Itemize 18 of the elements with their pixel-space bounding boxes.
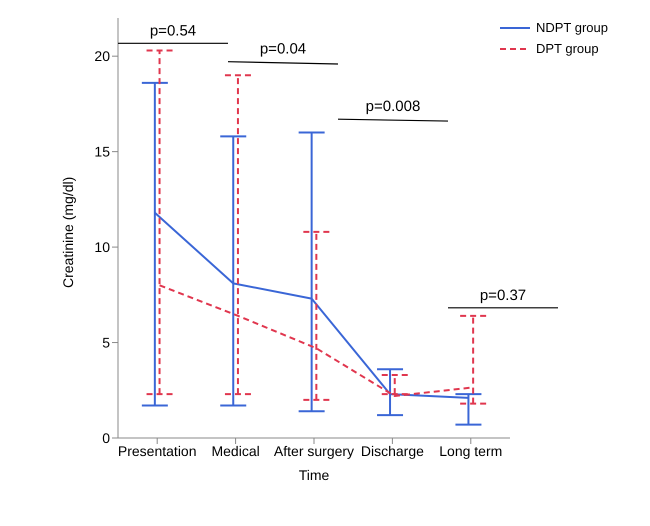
x-tick-label: Presentation	[118, 442, 197, 459]
x-tick-label: Discharge	[360, 442, 424, 459]
legend-label: NDPT group	[536, 20, 608, 35]
annotation: p=0.37	[480, 286, 526, 304]
y-tick-label: 5	[102, 334, 110, 351]
y-tick-label: 0	[102, 430, 110, 446]
x-tick-label: Medical	[211, 442, 260, 459]
legend-label: DPT group	[536, 41, 599, 56]
y-axis-title: Creatinine (mg/dl)	[60, 176, 76, 288]
annotation: p=0.008	[366, 98, 420, 116]
annotation: p=0.54	[150, 22, 196, 40]
y-tick-label: 20	[94, 48, 110, 64]
x-tick-label: After surgery	[274, 442, 354, 459]
annotation: p=0.04	[260, 40, 306, 58]
x-axis-title: Time	[298, 467, 330, 483]
y-tick-label: 10	[94, 239, 110, 256]
y-tick-label: 15	[94, 144, 110, 160]
x-tick-label: Long term	[439, 442, 502, 459]
